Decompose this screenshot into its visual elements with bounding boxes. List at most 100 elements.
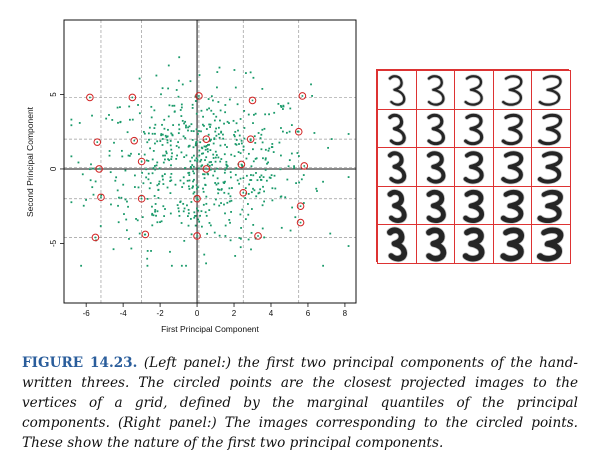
data-point [190,233,193,236]
data-point [147,160,150,162]
data-point [235,167,238,170]
data-point [289,229,292,232]
circled-point-dot-24 [299,221,302,224]
data-point [227,192,230,195]
data-point [252,76,255,79]
data-point [154,132,156,135]
data-point [151,172,154,175]
digit-image-r0c4 [531,70,571,110]
circled-point-dot-5 [96,141,99,143]
data-point [280,195,283,198]
data-point [279,104,282,107]
data-point [197,133,199,135]
data-point [217,182,220,185]
data-point [265,179,268,182]
digit-image-r0c1 [415,70,456,110]
x-tick-label: 4 [269,309,274,318]
data-point [133,186,136,188]
data-point [170,155,173,158]
data-point [165,150,168,153]
data-point [234,173,237,176]
data-point [238,182,240,185]
data-point [142,182,145,185]
data-point [70,201,73,204]
data-point [199,141,202,144]
digit-three-glyph [462,227,486,263]
data-point [191,103,194,106]
data-point [162,183,165,185]
x-tick-label: -4 [120,309,128,318]
digit-three-glyph [537,150,564,185]
data-point [278,141,281,144]
digit-image-r3c4 [531,185,571,226]
digit-image-r3c1 [415,185,456,226]
data-point [110,203,112,206]
data-point [262,185,264,188]
data-point [213,203,216,206]
digit-three-glyph [387,150,407,185]
data-point [204,159,206,162]
data-point [201,147,204,150]
data-point [173,110,176,113]
data-point [238,236,241,239]
data-point [213,231,216,234]
data-point [296,130,299,133]
data-point [208,143,211,146]
data-point [322,264,325,267]
data-point [163,173,166,176]
data-point [163,118,166,121]
data-point [250,165,253,168]
data-point [92,167,94,170]
data-point [146,141,149,144]
data-point [219,160,222,163]
data-point [241,208,244,211]
data-point [188,144,190,147]
data-point [239,213,242,216]
data-point [241,165,244,168]
data-point [193,172,195,175]
data-point [200,130,202,133]
circled-point-dot-23 [257,235,259,237]
data-point [181,186,184,188]
data-point [217,192,220,195]
data-point [252,174,255,177]
data-point [217,156,220,159]
data-points [70,56,350,267]
data-point [169,192,172,195]
data-point [245,174,248,177]
data-point [174,183,177,186]
data-point [214,160,217,163]
data-point [192,180,194,183]
data-point [128,105,131,108]
x-ticks: -6 -4 -2 0 2 4 6 8 [83,303,348,318]
digit-image-r4c4 [531,224,571,264]
data-point [182,182,185,185]
data-point [105,117,108,120]
data-point [200,109,203,112]
data-point [145,159,148,162]
data-point [190,130,193,132]
data-point [280,127,282,129]
data-point [189,160,192,163]
data-point [164,208,166,210]
circled-point-dot-9 [297,130,300,133]
data-point [288,130,291,133]
data-point [260,148,263,151]
data-point [247,213,250,216]
data-point [170,172,173,175]
data-point [186,204,188,207]
circled-point-dot-3 [251,99,254,102]
data-point [182,176,185,179]
data-point [290,124,293,126]
caption-label: FIGURE 14.23. [22,355,138,371]
x-axis-title: First Principal Component [161,324,259,334]
data-point [244,187,247,190]
data-point [223,191,226,194]
data-point [143,132,146,135]
data-point [166,139,169,142]
data-point [146,257,149,260]
data-point [196,186,199,189]
data-point [177,141,179,144]
data-point [160,134,163,137]
data-point [215,115,218,118]
